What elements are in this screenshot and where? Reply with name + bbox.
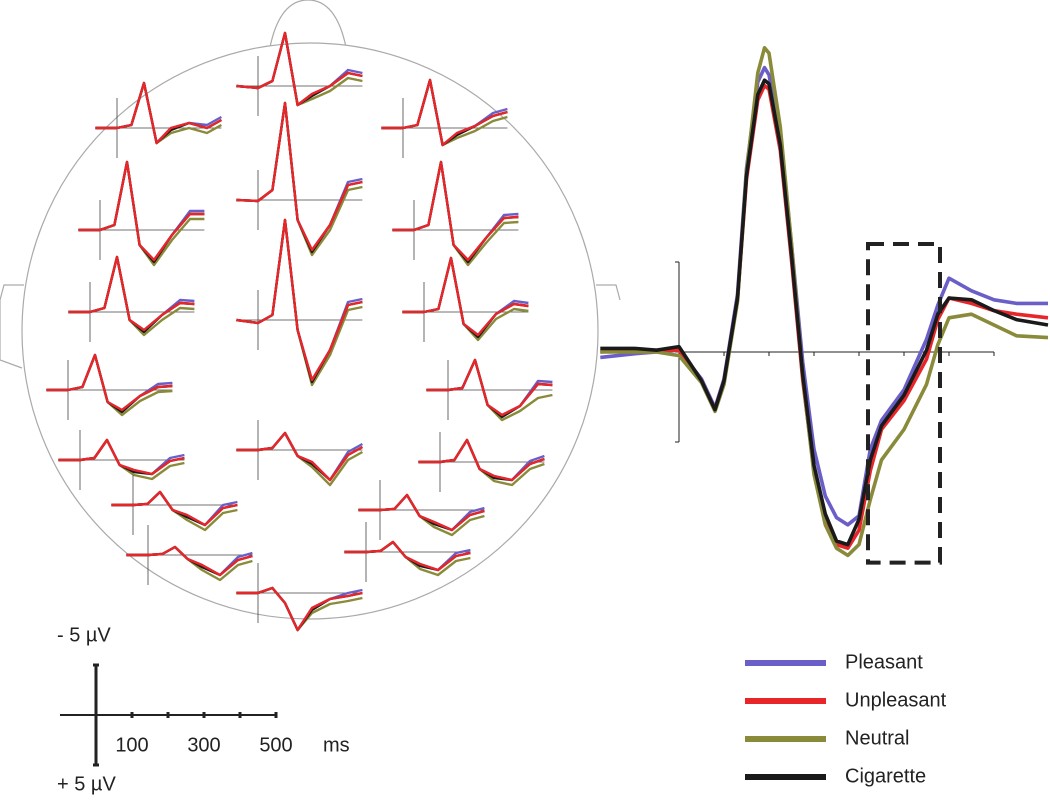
legend-label: Cigarette [845, 765, 926, 787]
erp-trace [58, 438, 185, 476]
erp-trace [418, 438, 545, 482]
head-outline [0, 0, 621, 620]
x-axis-label: ms [323, 734, 350, 756]
erp-trace [46, 353, 173, 412]
erp-trace [236, 586, 363, 632]
erp-trace [78, 160, 205, 262]
erp-line [600, 46, 1049, 558]
y-tick-label: + 5 µV [57, 773, 116, 795]
x-tick-label: 100 [115, 734, 148, 756]
erp-trace [381, 78, 508, 147]
erp-trace [236, 218, 363, 382]
erp-line [600, 78, 1049, 547]
erp-trace [392, 160, 519, 262]
y-tick-label: - 5 µV [57, 624, 111, 646]
erp-line [600, 65, 1048, 527]
erp-trace [95, 81, 222, 145]
legend-label: Neutral [845, 727, 909, 749]
legend-label: Pleasant [845, 651, 923, 673]
x-tick-label: 300 [187, 734, 220, 756]
erp-trace [344, 540, 471, 572]
erp-trace [426, 358, 553, 417]
erp-trace [236, 431, 363, 482]
erp-trace [402, 256, 529, 337]
erp-trace [236, 101, 363, 252]
erp-trace [68, 255, 195, 332]
erp-trace [358, 493, 485, 532]
legend-label: Unpleasant [845, 689, 947, 711]
highlight-window [866, 242, 942, 565]
erp-trace [111, 490, 238, 527]
erp-trace [236, 31, 363, 107]
x-tick-label: 500 [259, 734, 292, 756]
erp-trace [126, 545, 253, 577]
